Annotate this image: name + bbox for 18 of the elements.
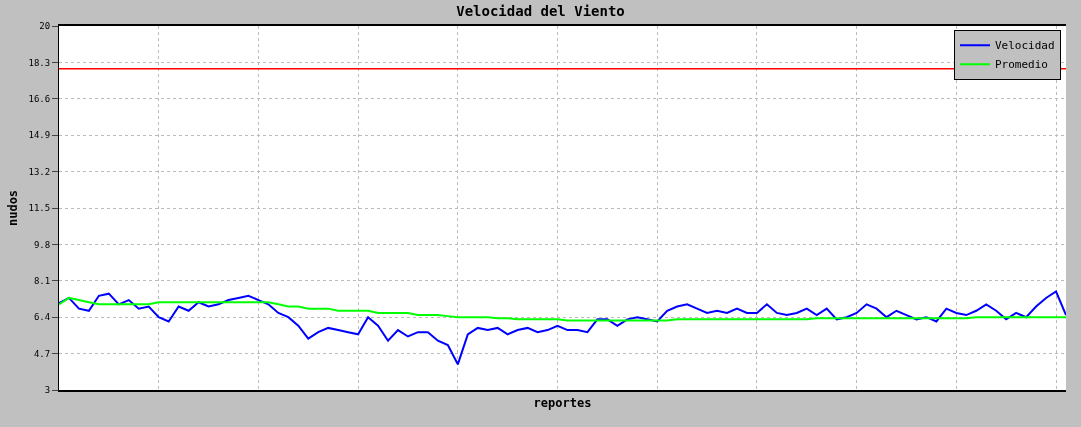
y-tick-label: 16.6 [28, 93, 51, 104]
line-series [59, 290, 1066, 366]
y-axis-title: nudos [5, 189, 20, 227]
y-tick-label: 6.4 [33, 312, 51, 323]
y-tick-label: 18.3 [28, 57, 51, 68]
y-tick-label: 4.7 [33, 348, 51, 359]
x-axis-title: reportes [533, 396, 592, 411]
legend-label: Promedio [994, 58, 1048, 72]
y-tick-label: 9.8 [33, 239, 51, 250]
y-tick-label: 3 [44, 385, 51, 396]
chart-title: Velocidad del Viento [456, 3, 625, 20]
y-tick-label: 8.1 [33, 275, 51, 286]
legend-label: Velocidad [994, 39, 1055, 53]
y-tick-label: 20 [39, 21, 51, 32]
y-tick-label: 11.5 [28, 203, 51, 214]
y-tick-label: 13.2 [28, 166, 51, 177]
line-series [59, 296, 1066, 322]
y-tick-label: 14.9 [28, 130, 51, 141]
